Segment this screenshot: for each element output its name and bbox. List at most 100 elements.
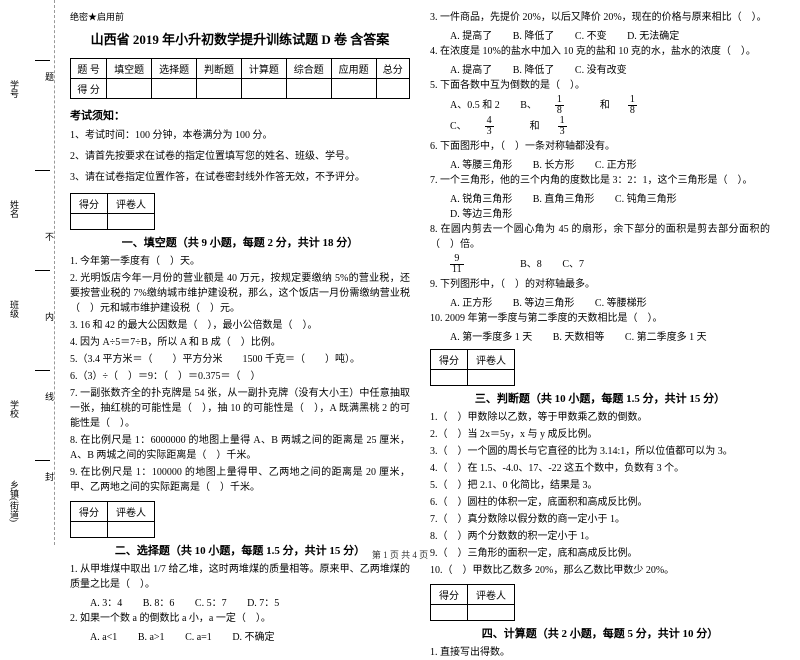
- seal-char: 题: [45, 70, 54, 83]
- q2-10-opts: A. 第一季度多 1 天 B. 天数相等 C. 第二季度多 1 天: [430, 328, 770, 343]
- rater-box-4: 得分评卷人: [430, 584, 515, 621]
- q3-5: 5.（ ）把 2.1、0 化简比，结果是 3。: [430, 478, 770, 493]
- q1-9: 9. 在比例尺是 1：100000 的地图上量得甲、乙两地之间的距离是 20 厘…: [70, 465, 410, 495]
- side-line: [35, 270, 50, 271]
- section3-title: 三、判断题（共 10 小题，每题 1.5 分，共计 15 分）: [430, 390, 770, 406]
- page-footer: 第 1 页 共 4 页: [0, 548, 800, 561]
- opt-b: B. 降低了: [513, 27, 555, 42]
- opt-c: C. 第二季度多 1 天: [625, 328, 707, 343]
- q2-8: 8. 在圆内剪去一个圆心角为 45 的扇形，余下部分的面积是剪去部分面积的（ ）…: [430, 222, 770, 252]
- opt-a: A、0.5 和 2: [450, 96, 500, 111]
- q4-1: 1. 直接写出得数。: [430, 645, 770, 660]
- th-app: 应用题: [331, 59, 376, 79]
- q3-10: 10.（ ）甲数比乙数多 20%，那么乙数比甲数少 20%。: [430, 563, 770, 578]
- side-school: 学校: [8, 400, 21, 418]
- q2-1-opts: A. 3：4 B. 8：6 C. 5：7 D. 7：5: [70, 594, 410, 609]
- opt-b: B. 等边三角形: [513, 294, 575, 309]
- q2-6: 6. 下面图形中，（ ）一条对称轴都没有。: [430, 139, 770, 154]
- secret-tag: 绝密★启用前: [70, 10, 410, 23]
- q1-3: 3. 16 和 42 的最大公因数是（ ），最小公倍数是（ ）。: [70, 318, 410, 333]
- q2-2: 2. 如果一个数 a 的倒数比 a 小，a 一定（ ）。: [70, 611, 410, 626]
- q2-9-opts: A. 正方形 B. 等边三角形 C. 等腰梯形: [430, 294, 770, 309]
- q2-8-opts: 911 B、8 C、7: [430, 254, 770, 275]
- opt-a: A. 提高了: [450, 61, 492, 76]
- exam-title: 山西省 2019 年小升初数学提升训练试题 D 卷 含答案: [70, 29, 410, 48]
- opt-c: C. 没有改变: [575, 61, 627, 76]
- th-judge: 判断题: [197, 59, 242, 79]
- side-line: [35, 460, 50, 461]
- side-line: [35, 170, 50, 171]
- notice-2: 2、请首先按要求在试卷的指定位置填写您的姓名、班级、学号。: [70, 148, 410, 166]
- opt-c: C、7: [562, 255, 584, 270]
- opt-a: 911: [450, 254, 500, 275]
- seal-char: 线: [45, 390, 54, 403]
- q2-6-opts: A. 等腰三角形 B. 长方形 C. 正方形: [430, 156, 770, 171]
- opt-b: B. 8：6: [143, 594, 175, 609]
- th-num: 题 号: [71, 59, 107, 79]
- rater-person: 评卷人: [468, 585, 515, 605]
- side-township: 乡镇(街道): [8, 480, 21, 522]
- side-name: 姓名: [8, 200, 21, 218]
- opt-d: D. 不确定: [232, 628, 274, 643]
- q1-2: 2. 光明饭店今年一月份的营业额是 40 万元，按规定要缴纳 5%的营业税，还要…: [70, 271, 410, 316]
- rater-score: 得分: [431, 350, 468, 370]
- opt-a: A. 锐角三角形: [450, 190, 512, 205]
- q2-9: 9. 下列图形中，（ ）的对称轴最多。: [430, 277, 770, 292]
- notice-3: 3、请在试卷指定位置作答，在试卷密封线外作答无效，不予评分。: [70, 169, 410, 187]
- th-comp: 综合题: [286, 59, 331, 79]
- score-table: 题 号 填空题 选择题 判断题 计算题 综合题 应用题 总分 得 分: [70, 58, 410, 99]
- opt-a: A. 第一季度多 1 天: [450, 328, 532, 343]
- opt-a: A. 3：4: [90, 594, 122, 609]
- opt-c: C. 正方形: [595, 156, 637, 171]
- td-score: 得 分: [71, 79, 107, 99]
- q2-3: 3. 一件商品，先提价 20%，以后又降价 20%，现在的价格与原来相比（ ）。: [430, 10, 770, 25]
- side-line: [35, 370, 50, 371]
- opt-d: D. 7：5: [247, 594, 279, 609]
- seal-char: 封: [45, 470, 54, 483]
- side-id: 学号: [8, 80, 21, 98]
- opt-c: C. 不变: [575, 27, 607, 42]
- opt-d: D. 无法确定: [627, 27, 679, 42]
- opt-b: B. 天数相等: [553, 328, 605, 343]
- q3-1: 1.（ ）甲数除以乙数，等于甲数乘乙数的倒数。: [430, 410, 770, 425]
- opt-c: C. 等腰梯形: [595, 294, 647, 309]
- opt-b: B. 长方形: [533, 156, 575, 171]
- q1-6: 6.（3）÷（ ）＝9：（ ）＝0.375＝（ ）: [70, 369, 410, 384]
- opt-b: B. a>1: [138, 632, 165, 643]
- q3-3: 3.（ ）一个圆的周长与它直径的比为 3.14:1，所以位值都可以为 3。: [430, 444, 770, 459]
- q2-1: 1. 从甲堆煤中取出 1/7 给乙堆，这时两堆煤的质量相等。原来甲、乙两堆煤的质…: [70, 562, 410, 592]
- notice-1: 1、考试时间：100 分钟，本卷满分为 100 分。: [70, 127, 410, 145]
- side-line: [35, 60, 50, 61]
- q2-7-opts: A. 锐角三角形 B. 直角三角形 C. 钝角三角形 D. 等边三角形: [430, 190, 770, 220]
- q1-8: 8. 在比例尺是 1：6000000 的地图上量得 A、B 两城之间的距离是 2…: [70, 433, 410, 463]
- notice-head: 考试须知：: [70, 107, 410, 123]
- q2-10: 10. 2009 年第一季度与第二季度的天数相比是（ ）。: [430, 311, 770, 326]
- rater-box: 得分评卷人: [70, 193, 155, 230]
- rater-box-3: 得分评卷人: [430, 349, 515, 386]
- opt-a: A. 等腰三角形: [450, 156, 512, 171]
- q2-4: 4. 在浓度是 10%的盐水中加入 10 克的盐和 10 克的水，盐水的浓度（ …: [430, 44, 770, 59]
- th-calc: 计算题: [241, 59, 286, 79]
- rater-score: 得分: [71, 502, 108, 522]
- rater-person: 评卷人: [108, 502, 155, 522]
- q3-7: 7.（ ）真分数除以假分数的商一定小于 1。: [430, 512, 770, 527]
- q3-8: 8.（ ）两个分数数的积一定小于 1。: [430, 529, 770, 544]
- opt-c: C. 5：7: [195, 594, 227, 609]
- q2-2-opts: A. a<1 B. a>1 C. a=1 D. 不确定: [70, 628, 410, 643]
- opt-c: C. a=1: [185, 632, 212, 643]
- q2-5-opts: A、0.5 和 2 B、18 和 18 C、43 和 13: [430, 95, 770, 137]
- opt-b: B. 降低了: [513, 61, 555, 76]
- opt-a: A. 提高了: [450, 27, 492, 42]
- q1-1: 1. 今年第一季度有（ ）天。: [70, 254, 410, 269]
- opt-a: A. 正方形: [450, 294, 492, 309]
- q2-7: 7. 一个三角形，他的三个内角的度数比是 3：2：1，这个三角形是（ ）。: [430, 173, 770, 188]
- q1-7: 7. 一副张数齐全的扑克牌是 54 张，从一副扑克牌（没有大小王）中任意抽取一张…: [70, 386, 410, 431]
- q2-5: 5. 下面各数中互为倒数的是（ ）。: [430, 78, 770, 93]
- section1-title: 一、填空题（共 9 小题，每题 2 分，共计 18 分）: [70, 234, 410, 250]
- opt-a: A. a<1: [90, 632, 117, 643]
- opt-c: C. 钝角三角形: [615, 190, 677, 205]
- q2-4-opts: A. 提高了 B. 降低了 C. 没有改变: [430, 61, 770, 76]
- rater-score: 得分: [71, 194, 108, 214]
- q3-6: 6.（ ）圆柱的体积一定，底面积和高成反比例。: [430, 495, 770, 510]
- q3-2: 2.（ ）当 2x＝5y，x 与 y 成反比例。: [430, 427, 770, 442]
